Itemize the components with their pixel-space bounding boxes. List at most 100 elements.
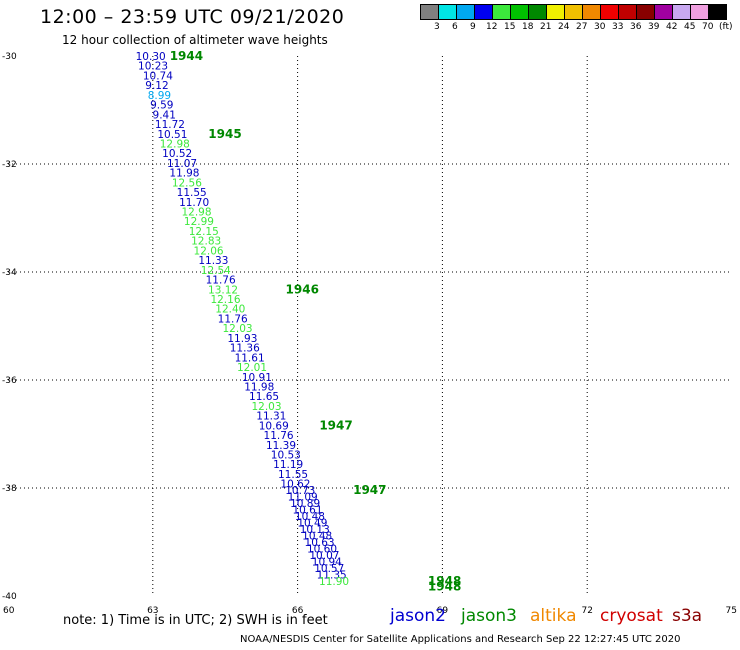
- y-tick-label: -32: [2, 160, 17, 170]
- wave-height-label: 10.89: [290, 498, 320, 510]
- page-subtitle: 12 hour collection of altimeter wave hei…: [62, 33, 328, 47]
- satellite-label-altika: altika: [530, 606, 577, 626]
- wave-height-label: 12.98: [181, 207, 211, 219]
- wave-height-label: 10.61: [292, 505, 322, 517]
- color-scale-label: (ft): [719, 22, 733, 32]
- wave-height-label: 10.30: [136, 51, 166, 63]
- x-tick-label: 60: [3, 606, 15, 616]
- wave-height-label: 12.98: [160, 138, 190, 150]
- wave-height-label: 11.35: [317, 569, 347, 581]
- time-label: 1947: [319, 418, 352, 432]
- y-tick-label: -34: [2, 268, 17, 278]
- wave-height-label: 11.33: [198, 255, 228, 267]
- color-scale-label: 33: [612, 22, 624, 32]
- wave-height-label: 10.51: [157, 129, 187, 141]
- color-scale-label: 27: [576, 22, 588, 32]
- color-scale-label: 42: [666, 22, 678, 32]
- wave-height-label: 11.93: [227, 333, 257, 345]
- wave-height-label: 10.49: [297, 518, 327, 530]
- wave-height-label: 12.16: [210, 294, 240, 306]
- color-scale-label: 6: [452, 22, 458, 32]
- wave-height-label: 11.76: [218, 313, 248, 325]
- wave-height-label: 10.63: [305, 537, 335, 549]
- wave-height-label: 11.55: [177, 187, 207, 199]
- time-label: 1948: [428, 579, 461, 593]
- wave-height-label: 10.62: [280, 479, 310, 491]
- wave-height-label: 10.48: [302, 531, 332, 543]
- wave-height-label: 12.06: [194, 245, 224, 257]
- wave-height-label: 11.72: [155, 119, 185, 131]
- wave-height-label: 11.65: [249, 391, 279, 403]
- wave-height-label: 10.91: [242, 372, 272, 384]
- wave-height-label: 11.98: [244, 381, 274, 393]
- wave-height-label: 12.99: [184, 216, 214, 228]
- color-scale-legend: [420, 4, 727, 20]
- wave-height-label: 11.09: [288, 492, 318, 504]
- x-tick-label: 66: [292, 606, 304, 616]
- x-tick-label: 72: [581, 606, 592, 616]
- wave-height-label: 10.23: [138, 61, 168, 73]
- color-scale-label: 9: [470, 22, 476, 32]
- wave-height-label: 8.99: [148, 90, 171, 102]
- color-scale-label: 3: [434, 22, 440, 32]
- wave-height-label: 9.12: [145, 80, 168, 92]
- wave-height-label: 10.52: [162, 148, 192, 160]
- wave-height-label: 11.90: [319, 576, 349, 588]
- color-scale-label: 21: [540, 22, 552, 32]
- wave-height-label: 11.36: [230, 343, 260, 355]
- satellite-label-cryosat: cryosat: [600, 606, 663, 626]
- credit-line: NOAA/NESDIS Center for Satellite Applica…: [240, 634, 681, 645]
- wave-height-label: 12.54: [201, 265, 231, 277]
- wave-height-label: 12.56: [172, 177, 202, 189]
- wave-height-label: 12.03: [223, 323, 253, 335]
- y-tick-label: -30: [2, 52, 17, 62]
- wave-height-label: 12.01: [237, 362, 267, 374]
- wave-height-label: 11.19: [273, 459, 303, 471]
- wave-height-label: 9.41: [153, 109, 176, 121]
- wave-height-label: 10.94: [312, 556, 342, 568]
- y-tick-label: -36: [2, 376, 17, 386]
- color-scale-label: 12: [486, 22, 498, 32]
- wave-height-label: 10.48: [295, 511, 325, 523]
- color-scale-label: 18: [522, 22, 534, 32]
- color-scale-label: 15: [504, 22, 516, 32]
- color-scale-label: 45: [684, 22, 696, 32]
- wave-height-label: 12.40: [215, 304, 245, 316]
- wave-height-label: 11.61: [235, 352, 265, 364]
- wave-height-label: 12.03: [251, 401, 281, 413]
- wave-height-label: 11.76: [206, 275, 236, 287]
- color-scale-label: 24: [558, 22, 570, 32]
- y-tick-label: -40: [2, 592, 17, 602]
- wave-height-label: 10.07: [309, 550, 339, 562]
- footnote: note: 1) Time is in UTC; 2) SWH is in fe…: [63, 613, 328, 628]
- time-label: 1944: [170, 49, 203, 63]
- time-label: 1945: [208, 127, 241, 141]
- color-scale-label: 39: [648, 22, 660, 32]
- wave-height-label: 10.13: [300, 524, 330, 536]
- wave-height-label: 11.55: [278, 469, 308, 481]
- satellite-label-s3a: s3a: [672, 606, 703, 626]
- wave-height-label: 11.76: [264, 430, 294, 442]
- wave-height-label: 12.15: [189, 226, 219, 238]
- satellite-label-jason2: jason2: [390, 606, 446, 626]
- color-swatch: [708, 4, 727, 20]
- wave-height-label: 10.69: [259, 420, 289, 432]
- time-label: 1947: [353, 483, 386, 497]
- satellite-label-jason3: jason3: [461, 606, 517, 626]
- wave-height-label: 10.73: [285, 485, 315, 497]
- wave-height-label: 11.98: [169, 168, 199, 180]
- wave-height-label: 11.39: [266, 440, 296, 452]
- wave-height-label: 10.60: [307, 543, 337, 555]
- x-tick-label: 75: [726, 606, 737, 616]
- wave-height-label: 11.31: [256, 411, 286, 423]
- color-scale-label: 70: [702, 22, 714, 32]
- x-tick-label: 63: [147, 606, 158, 616]
- wave-height-label: 11.70: [179, 197, 209, 209]
- wave-height-label: 10.53: [271, 450, 301, 462]
- color-scale-label: 30: [594, 22, 606, 32]
- wave-height-label: 11.07: [167, 158, 197, 170]
- time-label: 1946: [286, 282, 319, 296]
- time-label: 1948: [428, 574, 461, 588]
- wave-height-label: 10.74: [143, 70, 173, 82]
